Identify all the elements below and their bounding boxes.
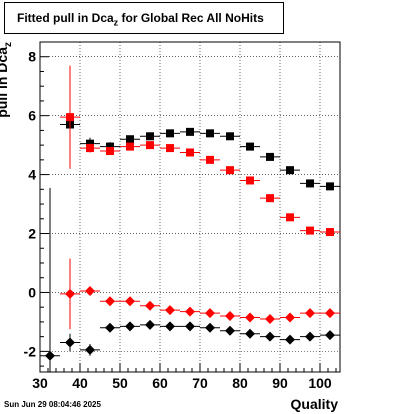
x-tick-label: 30 <box>32 375 48 391</box>
y-tick-label: 2 <box>28 226 36 242</box>
date-stamp: Sun Jun 29 08:04:46 2025 <box>4 400 101 409</box>
data-point-diamond <box>45 350 55 361</box>
y-tick-label: 0 <box>28 284 36 300</box>
y-tick-label: 8 <box>28 49 36 65</box>
data-point-diamond <box>265 313 275 324</box>
data-point-diamond <box>105 322 115 333</box>
data-point-square <box>306 179 314 188</box>
data-point-diamond <box>265 331 275 342</box>
data-point-square <box>286 166 294 175</box>
data-point-square <box>166 144 174 153</box>
title-prefix: Fitted pull in Dca <box>17 11 114 25</box>
data-point-diamond <box>165 321 175 332</box>
x-tick-label: 80 <box>232 375 248 391</box>
data-point-diamond <box>145 319 155 330</box>
data-point-diamond <box>85 344 95 355</box>
data-point-diamond <box>305 308 315 319</box>
data-point-square <box>106 142 114 151</box>
y-tick-label: 6 <box>28 108 36 124</box>
data-point-square <box>66 113 74 122</box>
y-axis-label: pull in Dcaz <box>0 42 14 118</box>
data-point-diamond <box>245 328 255 339</box>
title-subscript: z <box>113 17 119 28</box>
data-point-diamond <box>305 331 315 342</box>
data-point-diamond <box>65 337 75 348</box>
data-point-square <box>206 129 214 138</box>
data-point-square <box>326 228 334 237</box>
x-tick-label: 70 <box>192 375 208 391</box>
data-point-diamond <box>205 308 215 319</box>
data-point-diamond <box>165 305 175 316</box>
data-point-square <box>306 226 314 235</box>
data-point-diamond <box>225 325 235 336</box>
data-point-diamond <box>325 330 335 341</box>
y-tick-label: 4 <box>28 167 36 183</box>
data-point-diamond <box>185 321 195 332</box>
x-tick-label: 100 <box>308 375 332 391</box>
data-point-diamond <box>65 288 75 299</box>
data-point-diamond <box>185 306 195 317</box>
data-point-diamond <box>245 312 255 323</box>
data-point-square <box>266 152 274 161</box>
data-point-diamond <box>105 296 115 307</box>
title-box: Fitted pull in Dcaz for Global Rec All N… <box>4 2 284 34</box>
y-axis-label-main: pull in Dca <box>0 47 10 118</box>
data-point-square <box>146 132 154 141</box>
data-point-diamond <box>325 308 335 319</box>
y-axis-label-subscript: z <box>2 42 14 47</box>
data-point-diamond <box>205 322 215 333</box>
x-axis-label: Quality <box>290 396 338 412</box>
y-tick-label: -2 <box>24 343 37 359</box>
x-tick-label: 90 <box>272 375 288 391</box>
data-point-square <box>226 166 234 175</box>
data-point-square <box>286 213 294 222</box>
data-point-square <box>206 155 214 164</box>
plot-frame <box>39 41 341 373</box>
data-point-square <box>86 144 94 153</box>
chart-title: Fitted pull in Dcaz for Global Rec All N… <box>17 11 264 27</box>
data-point-square <box>186 127 194 136</box>
data-point-diamond <box>225 311 235 322</box>
x-tick-label: 40 <box>72 375 88 391</box>
data-point-diamond <box>285 312 295 323</box>
data-point-square <box>106 147 114 156</box>
x-tick-label: 50 <box>112 375 128 391</box>
data-point-diamond <box>285 334 295 345</box>
x-tick-label: 60 <box>152 375 168 391</box>
data-point-square <box>146 141 154 150</box>
data-point-diamond <box>145 300 155 311</box>
data-point-square <box>126 142 134 151</box>
data-point-diamond <box>125 296 135 307</box>
data-point-square <box>246 176 254 185</box>
data-point-square <box>166 129 174 138</box>
data-point-diamond <box>125 321 135 332</box>
data-point-square <box>126 135 134 144</box>
title-suffix: for Global Rec All NoHits <box>118 11 264 25</box>
data-point-square <box>326 182 334 191</box>
data-point-square <box>186 148 194 157</box>
data-point-square <box>266 194 274 203</box>
data-point-square <box>246 142 254 151</box>
data-point-square <box>226 132 234 141</box>
data-point-diamond <box>85 285 95 296</box>
